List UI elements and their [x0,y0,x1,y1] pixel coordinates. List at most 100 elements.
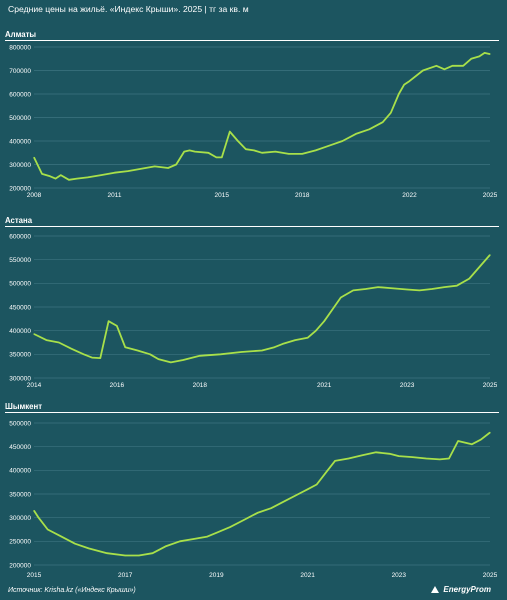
panel-separator [5,226,499,227]
data-point [243,519,245,521]
data-point [124,554,126,557]
data-point [325,472,327,474]
data-point [58,341,60,344]
series-line [33,431,491,557]
source-note: Источник: Krisha.kz («Индекс Крыши») [8,587,136,594]
data-point [478,55,480,58]
data-point [237,140,239,142]
data-point [398,455,400,457]
data-point [470,58,472,60]
data-point [193,538,195,540]
data-point [334,460,336,462]
data-point [323,320,325,322]
y-tick-label: 600000 [9,233,31,240]
data-point [33,509,35,512]
data-point [365,288,367,290]
data-point [60,174,62,176]
x-tick-label: 2016 [110,382,125,389]
data-point [245,148,247,150]
data-point [87,176,89,179]
panel-astana: Астана [0,214,507,392]
x-tick-label: 2014 [27,382,42,389]
chart-title-text: Средние цены на жильё. «Индекс Крыши». 2… [8,4,203,14]
data-point [37,517,40,519]
data-point [352,289,354,292]
data-point [240,351,242,353]
data-point [83,353,85,355]
unit-label: тг за кв. м [209,4,249,14]
y-tick-label: 600000 [9,91,31,98]
data-point [297,493,300,495]
y-tick-label: 200000 [9,185,31,192]
data-point [489,254,491,256]
data-point [215,156,217,159]
data-point [307,337,309,339]
data-point [462,65,464,67]
brand-name: EnergyProm [443,585,491,594]
data-point [68,179,70,181]
data-point [443,68,445,70]
data-point [425,457,427,460]
x-tick-label: 2018 [193,382,208,389]
data-point [54,178,57,180]
data-point [389,453,391,455]
data-point [398,93,400,95]
x-tick-label: 2025 [483,382,498,389]
data-point [328,145,330,147]
y-tick-label: 300000 [9,375,31,382]
data-point [368,128,370,130]
data-point [489,53,491,55]
data-point [256,512,259,514]
data-point [116,325,118,327]
y-tick-label: 450000 [9,444,31,451]
panel-shymkent: Шымкент [0,400,507,578]
data-point [451,65,454,67]
chart-title: Средние цены на жильё. «Индекс Крыши». 2… [8,4,249,14]
x-tick-label: 2025 [483,192,498,199]
data-point [274,150,277,153]
title-separator: | [204,4,210,14]
y-tick-label: 350000 [9,491,31,498]
data-point [229,526,231,528]
data-point [199,355,201,357]
data-point [439,458,441,461]
data-point [91,357,93,359]
data-point [138,554,140,557]
data-point [431,288,433,290]
series-line [33,254,491,364]
y-tick-label: 700000 [9,68,31,75]
data-point [99,357,101,359]
data-point [106,552,108,554]
x-tick-label: 2023 [400,382,415,389]
data-point [443,286,445,288]
data-point [183,150,185,153]
x-tick-label: 2019 [209,572,224,579]
y-tick-label: 400000 [9,328,31,335]
data-point [229,131,231,133]
x-tick-label: 2017 [118,572,133,579]
y-tick-label: 500000 [9,115,31,122]
data-point [149,353,151,355]
data-point [456,285,458,287]
x-tick-label: 2011 [107,192,121,199]
x-tick-label: 2015 [27,572,42,579]
data-point [448,457,450,460]
x-tick-label: 2022 [402,192,417,199]
data-point [348,457,350,460]
panel-title: Астана [5,216,33,225]
data-point [406,288,408,291]
data-point [389,287,392,289]
data-point [221,156,223,159]
brand: EnergyProm [430,585,491,594]
data-point [70,348,72,350]
data-point [124,346,126,348]
data-point [74,543,76,545]
x-tick-label: 2008 [27,192,42,199]
data-point [45,339,48,341]
y-tick-label: 400000 [9,468,31,475]
panel-separator [5,40,499,41]
data-point [261,349,263,352]
data-point [253,149,255,151]
data-point [175,163,177,166]
